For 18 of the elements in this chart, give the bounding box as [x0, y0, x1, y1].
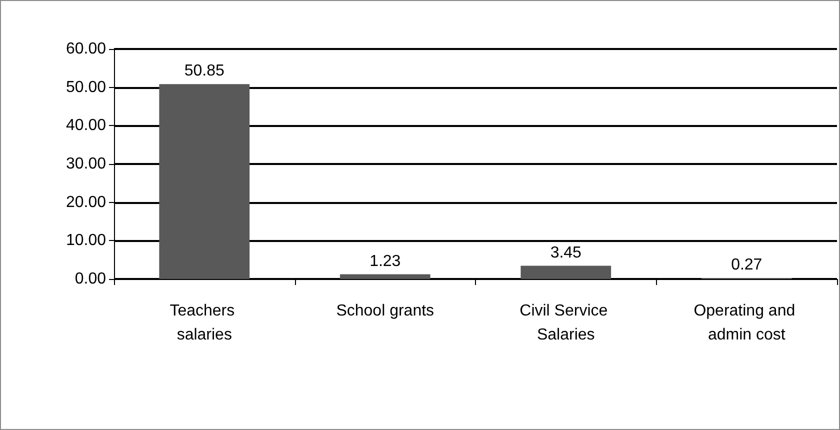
data-label: 3.45	[550, 244, 582, 262]
y-tick-label: 30.00	[66, 156, 106, 172]
x-tick-label: Operating and admin cost	[694, 302, 800, 344]
data-label: 50.85	[184, 62, 224, 80]
bar	[159, 84, 250, 279]
y-tick-label: 60.00	[66, 40, 106, 58]
y-tick-label: 40.00	[66, 117, 106, 134]
data-label: 0.27	[731, 256, 762, 274]
x-tick-label: School grants	[336, 302, 434, 320]
y-tick-label: 20.00	[66, 194, 106, 211]
data-label: 1.23	[370, 252, 401, 270]
y-tick-label: 10.00	[66, 232, 106, 250]
bar	[340, 274, 430, 279]
y-tick-label: 50.00	[66, 78, 106, 96]
x-tick-label: Civil Service Salaries	[520, 302, 612, 344]
bar	[520, 266, 612, 279]
x-tick-label: Teachers salaries	[170, 302, 240, 344]
y-tick-label: 0.00	[74, 270, 106, 288]
